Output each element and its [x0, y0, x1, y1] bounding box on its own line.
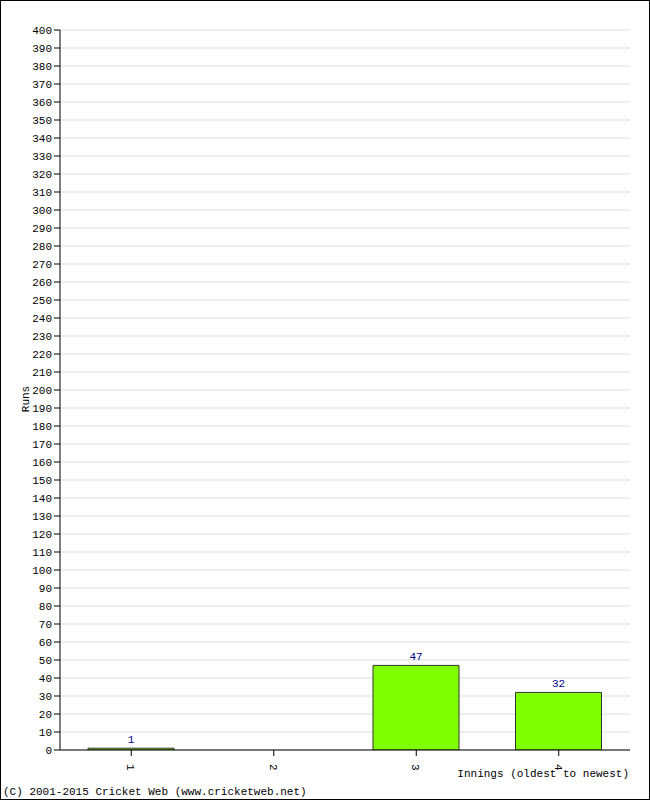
svg-text:190: 190 — [32, 403, 52, 415]
svg-text:400: 400 — [32, 25, 52, 37]
svg-text:200: 200 — [32, 385, 52, 397]
svg-text:230: 230 — [32, 331, 52, 343]
svg-text:210: 210 — [32, 367, 52, 379]
svg-text:220: 220 — [32, 349, 52, 361]
svg-text:3: 3 — [409, 764, 421, 771]
svg-text:1: 1 — [124, 764, 136, 771]
svg-text:50: 50 — [39, 655, 52, 667]
svg-text:60: 60 — [39, 637, 52, 649]
svg-text:390: 390 — [32, 43, 52, 55]
svg-text:10: 10 — [39, 727, 52, 739]
svg-text:340: 340 — [32, 133, 52, 145]
svg-text:180: 180 — [32, 421, 52, 433]
svg-text:350: 350 — [32, 115, 52, 127]
svg-text:30: 30 — [39, 691, 52, 703]
svg-text:270: 270 — [32, 259, 52, 271]
svg-text:110: 110 — [32, 547, 52, 559]
svg-text:160: 160 — [32, 457, 52, 469]
svg-text:370: 370 — [32, 79, 52, 91]
svg-text:260: 260 — [32, 277, 52, 289]
svg-text:0: 0 — [45, 745, 52, 757]
svg-text:170: 170 — [32, 439, 52, 451]
svg-text:80: 80 — [39, 601, 52, 613]
svg-text:120: 120 — [32, 529, 52, 541]
svg-text:130: 130 — [32, 511, 52, 523]
svg-text:47: 47 — [409, 651, 422, 663]
svg-text:330: 330 — [32, 151, 52, 163]
svg-text:32: 32 — [552, 678, 565, 690]
svg-text:140: 140 — [32, 493, 52, 505]
svg-text:360: 360 — [32, 97, 52, 109]
svg-text:100: 100 — [32, 565, 52, 577]
svg-text:240: 240 — [32, 313, 52, 325]
svg-text:300: 300 — [32, 205, 52, 217]
svg-text:70: 70 — [39, 619, 52, 631]
svg-text:250: 250 — [32, 295, 52, 307]
svg-text:380: 380 — [32, 61, 52, 73]
svg-text:290: 290 — [32, 223, 52, 235]
svg-text:40: 40 — [39, 673, 52, 685]
svg-text:310: 310 — [32, 187, 52, 199]
svg-text:90: 90 — [39, 583, 52, 595]
svg-text:1: 1 — [128, 734, 135, 746]
svg-text:20: 20 — [39, 709, 52, 721]
svg-text:150: 150 — [32, 475, 52, 487]
svg-text:280: 280 — [32, 241, 52, 253]
svg-text:320: 320 — [32, 169, 52, 181]
svg-text:2: 2 — [267, 764, 279, 771]
